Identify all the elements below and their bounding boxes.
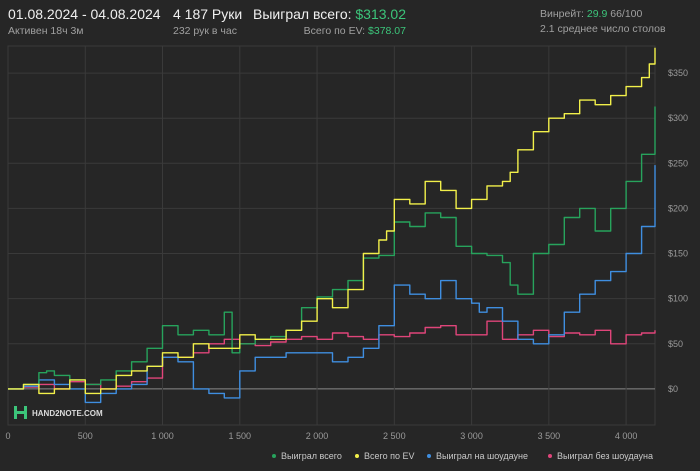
legend: Выиграл всего Всего по EV Выиграл на шоуда… [272, 451, 653, 461]
logo-text: HAND2NOTE.COM [32, 409, 103, 418]
date-range: 01.08.2024 - 04.08.2024 [8, 6, 161, 22]
y-tick-label: $300 [668, 113, 688, 123]
x-tick-label: 2 500 [383, 431, 406, 441]
ev-value: $378.07 [368, 25, 406, 37]
avg-tables: 2.1 среднее число столов [540, 23, 666, 35]
plot-area [7, 45, 656, 426]
h2n-logo-icon [14, 406, 27, 419]
x-tick-label: 1 500 [229, 431, 252, 441]
legend-item[interactable]: Выиграл на шоудауне [427, 451, 528, 461]
won-total: Выиграл всего: $313.02 [253, 6, 406, 22]
series-lines [8, 47, 656, 404]
winrate-value: 29.9 [586, 8, 608, 20]
y-tick-label: $50 [668, 339, 683, 349]
grid [7, 45, 656, 426]
won-total-value: $313.02 [355, 6, 406, 22]
x-tick-label: 1 000 [151, 431, 174, 441]
x-tick-label: 2 000 [306, 431, 329, 441]
y-tick-label: $100 [668, 294, 688, 304]
legend-item[interactable]: Выиграл всего [272, 451, 342, 461]
winrate-label: Винрейт: [540, 8, 584, 20]
legend-label: Выиграл всего [281, 451, 342, 461]
series-line [8, 47, 656, 395]
legend-marker [548, 454, 552, 458]
y-tick-label: $200 [668, 203, 688, 213]
legend-item[interactable]: Выиграл без шоудауна [548, 451, 653, 461]
legend-label: Всего по EV [364, 451, 414, 461]
x-axis: 0 500 1 000 1 500 2 000 2 500 3 000 3 500 4 000 [5, 431, 637, 441]
ev-total: Всего по EV: $378.07 [253, 25, 406, 37]
series-line [8, 320, 656, 390]
hands-per-hour: 232 рук в час [173, 25, 237, 37]
hands-count: 4 187 Руки [173, 6, 243, 22]
x-tick-label: 3 500 [538, 431, 561, 441]
legend-label: Выиграл без шоудауна [557, 451, 653, 461]
active-time: Активен 18ч 3м [8, 25, 84, 37]
logo: HAND2NOTE.COM [14, 406, 103, 419]
series-line [8, 165, 656, 404]
ev-label: Всего по EV: [303, 25, 366, 37]
y-tick-label: $150 [668, 249, 688, 259]
y-axis: $0 $50 $100 $150 $200 $250 $300 $350 [668, 68, 688, 394]
y-tick-label: $0 [668, 384, 678, 394]
series-line [8, 106, 656, 390]
won-total-label: Выиграл всего: [253, 6, 352, 22]
x-tick-label: 500 [78, 431, 93, 441]
y-tick-label: $250 [668, 158, 688, 168]
legend-marker [355, 454, 359, 458]
winrate: Винрейт: 29.9 66/100 [540, 8, 666, 20]
legend-marker [272, 454, 276, 458]
x-tick-label: 3 000 [460, 431, 483, 441]
x-tick-label: 4 000 [615, 431, 638, 441]
legend-label: Выиграл на шоудауне [436, 451, 528, 461]
x-tick-label: 0 [5, 431, 10, 441]
y-tick-label: $350 [668, 68, 688, 78]
winrate-suffix: 66/100 [610, 8, 643, 20]
legend-marker [427, 454, 431, 458]
legend-item[interactable]: Всего по EV [355, 451, 414, 461]
